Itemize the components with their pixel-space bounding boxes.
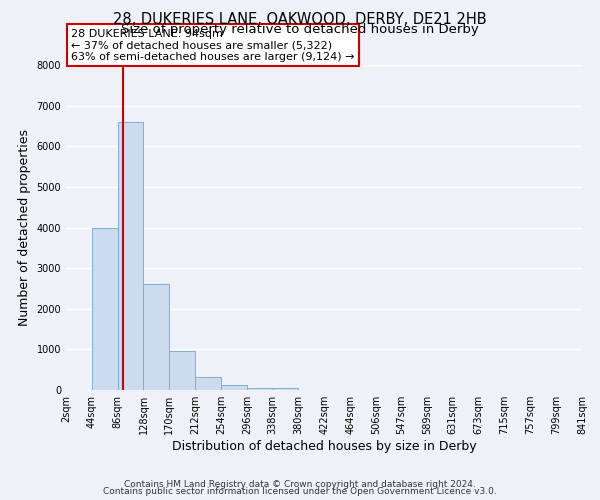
Bar <box>92 228 118 390</box>
Text: 28 DUKERIES LANE: 94sqm
← 37% of detached houses are smaller (5,322)
63% of semi: 28 DUKERIES LANE: 94sqm ← 37% of detache… <box>71 28 355 62</box>
Text: Size of property relative to detached houses in Derby: Size of property relative to detached ho… <box>121 22 479 36</box>
Bar <box>118 122 143 390</box>
Bar <box>221 384 247 390</box>
Bar <box>143 284 169 390</box>
Bar <box>169 352 195 390</box>
X-axis label: Distribution of detached houses by size in Derby: Distribution of detached houses by size … <box>172 440 476 453</box>
Y-axis label: Number of detached properties: Number of detached properties <box>18 129 31 326</box>
Text: 28, DUKERIES LANE, OAKWOOD, DERBY, DE21 2HB: 28, DUKERIES LANE, OAKWOOD, DERBY, DE21 … <box>113 12 487 28</box>
Bar <box>195 377 221 390</box>
Text: Contains public sector information licensed under the Open Government Licence v3: Contains public sector information licen… <box>103 487 497 496</box>
Bar <box>247 388 272 390</box>
Bar <box>272 388 298 390</box>
Text: Contains HM Land Registry data © Crown copyright and database right 2024.: Contains HM Land Registry data © Crown c… <box>124 480 476 489</box>
